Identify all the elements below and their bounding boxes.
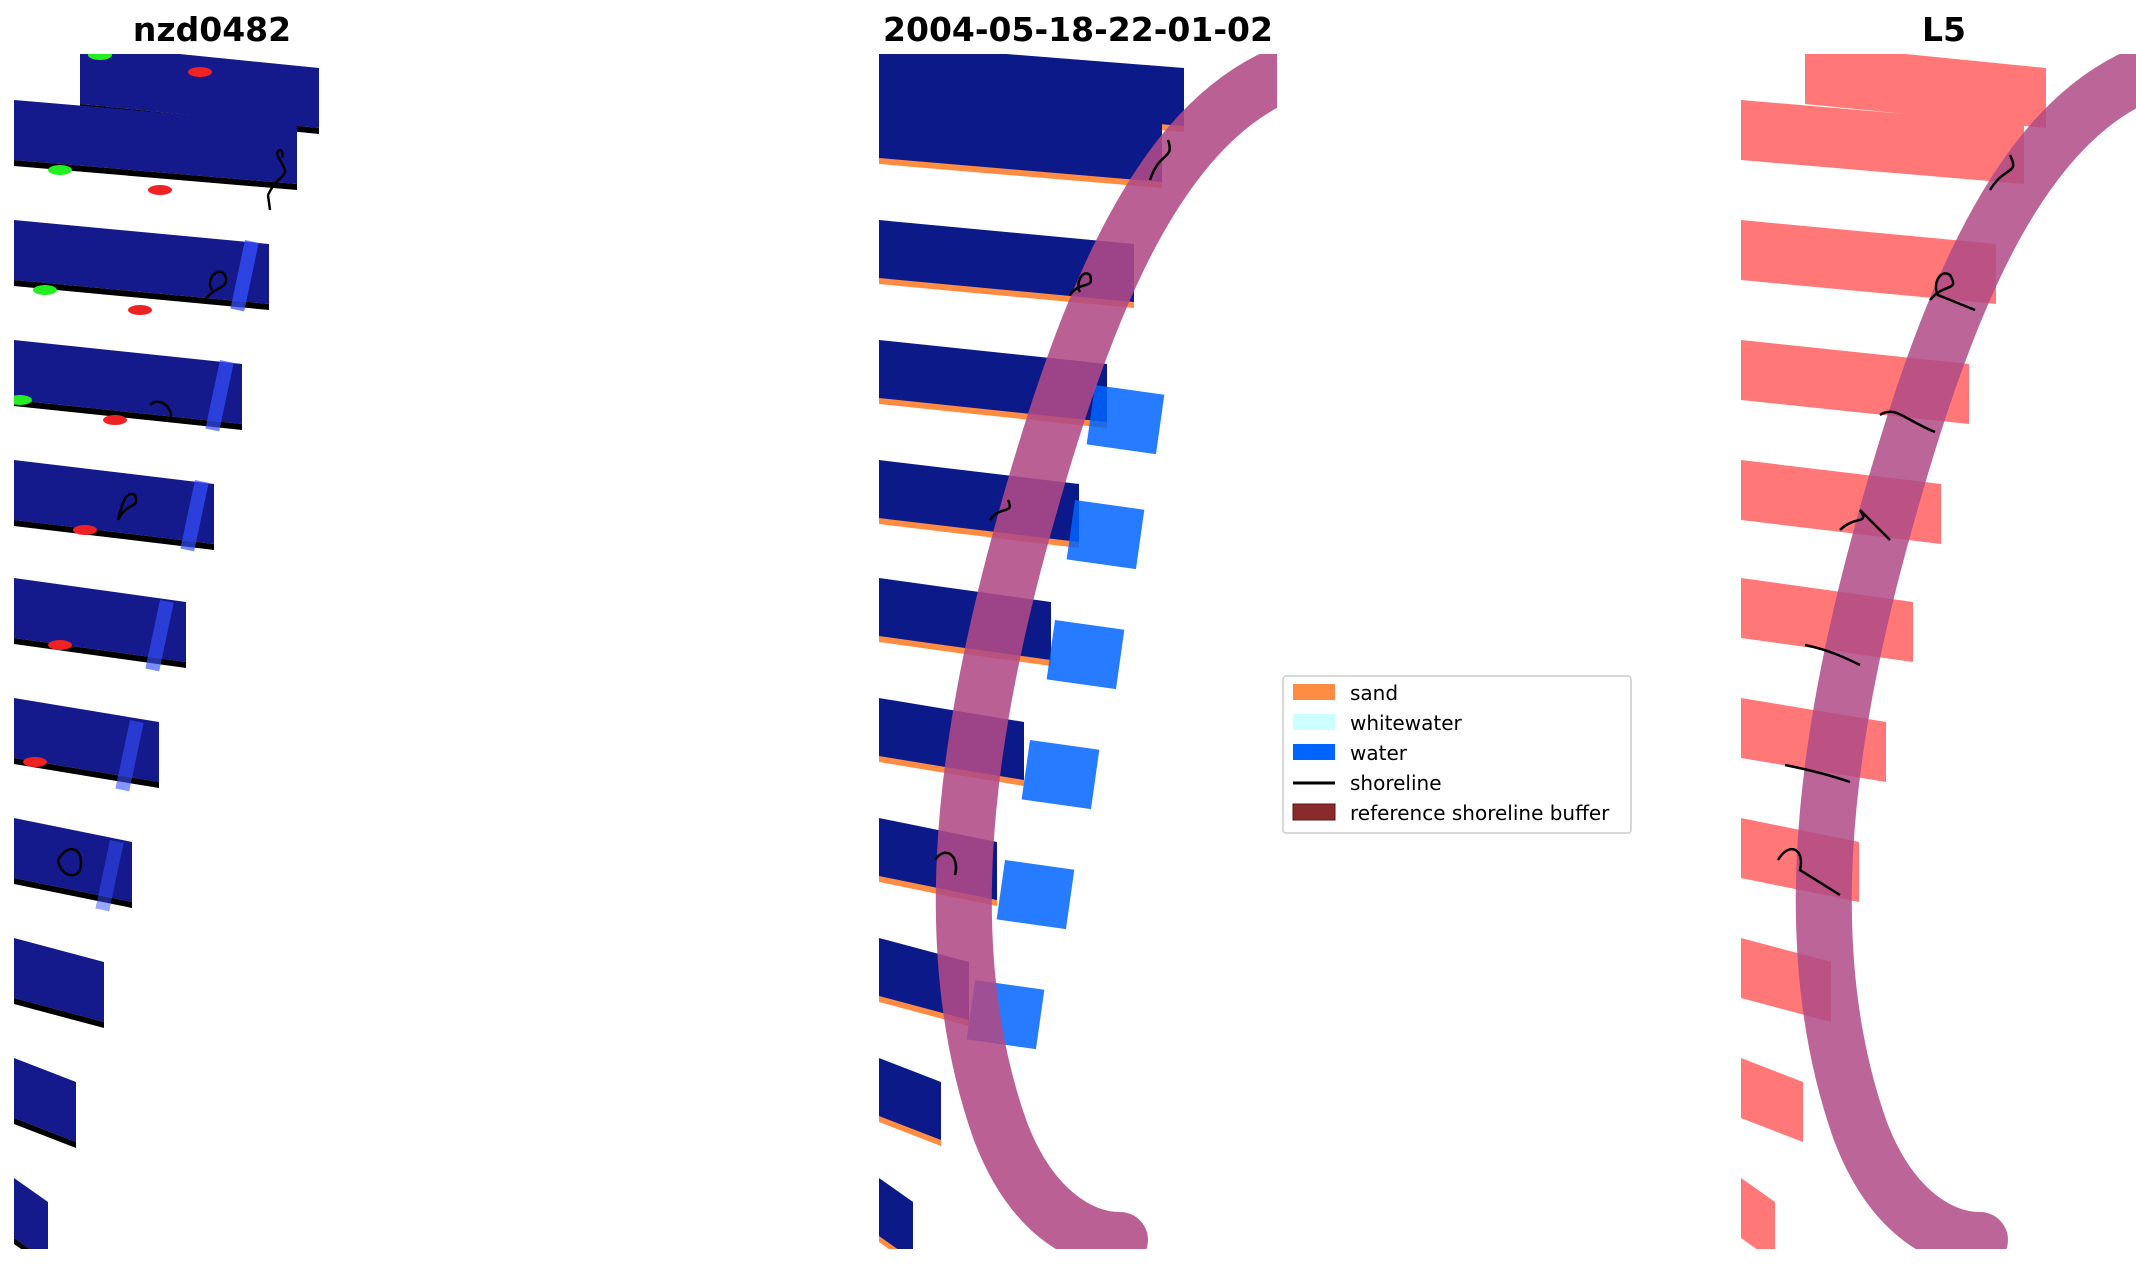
legend-label-shoreline: shoreline [1350, 771, 1442, 795]
rgb-band-edge [14, 280, 269, 310]
legend-box [1282, 675, 1632, 834]
color-spot [148, 185, 172, 195]
rgb-band-edge [14, 520, 214, 550]
sand-edge [879, 158, 1162, 188]
shoreline-contour [1839, 509, 1891, 541]
water-class-patch [1046, 620, 1125, 690]
legend-item-shoreline: shoreline [1293, 771, 1442, 795]
shoreline-contour [1784, 763, 1851, 784]
rgb-band [14, 100, 297, 184]
sand-edge [879, 1236, 898, 1249]
mask-band [1741, 220, 1996, 304]
color-spot [33, 285, 57, 295]
classified-band [879, 1178, 913, 1249]
sand-edge [879, 1116, 941, 1146]
water-streak [145, 600, 174, 672]
panel-title-date: 2004-05-18-22-01-02 [883, 10, 1273, 49]
rgb-band-edge [14, 400, 242, 430]
rgb-band-edge [14, 160, 297, 190]
mask-image-panel [1741, 54, 2136, 1249]
mask-band [1741, 1058, 1803, 1142]
shoreline-contour [1148, 139, 1171, 181]
rgb-band [14, 1178, 48, 1249]
rgb-band-edge [14, 998, 104, 1028]
classified-image-panel [879, 54, 1277, 1249]
color-spot [188, 67, 212, 77]
water-streak [115, 720, 144, 792]
color-spot [128, 305, 152, 315]
shoreline-contour [988, 499, 1011, 521]
shoreline-contour [266, 149, 287, 211]
shoreline-contour [1988, 154, 2015, 191]
color-spot [88, 54, 112, 60]
shoreline-contour [116, 492, 138, 521]
reference-shoreline-buffer [935, 54, 1277, 1249]
reference-shoreline-buffer [1795, 54, 2136, 1249]
legend-label-whitewater: whitewater [1350, 711, 1462, 735]
classified-band [879, 220, 1134, 304]
color-spot [48, 165, 72, 175]
legend: sand whitewater water shoreline referenc… [1282, 675, 1632, 834]
color-spot [23, 757, 47, 767]
water-class-patch [996, 860, 1075, 930]
shoreline-contour [933, 851, 958, 876]
rgb-band [14, 1058, 76, 1142]
legend-swatch-whitewater [1293, 714, 1335, 730]
color-spot [48, 640, 72, 650]
legend-label-buffer: reference shoreline buffer [1350, 801, 1610, 825]
water-class-patch [1021, 740, 1100, 810]
legend-label-sand: sand [1350, 681, 1398, 705]
water-streak [180, 480, 209, 552]
legend-item-sand: sand [1293, 681, 1398, 705]
color-spot [73, 525, 97, 535]
shoreline-contour [1929, 272, 1976, 312]
mask-band [1741, 100, 2024, 184]
color-spot [14, 395, 32, 405]
rgb-band [14, 938, 104, 1022]
shoreline-contour [1804, 643, 1861, 667]
legend-item-buffer: reference shoreline buffer [1292, 801, 1610, 825]
rgb-image-panel [14, 54, 319, 1249]
shoreline-contour [203, 270, 228, 301]
legend-swatch-water [1293, 744, 1335, 760]
shoreline-contour [149, 400, 173, 421]
legend-label-water: water [1350, 741, 1408, 765]
legend-item-whitewater: whitewater [1293, 711, 1462, 735]
shoreline-contour [56, 847, 83, 877]
mask-band [1805, 54, 2046, 128]
legend-swatch-buffer [1292, 803, 1336, 821]
legend-swatch-sand [1293, 684, 1335, 700]
rgb-band-edge [14, 1238, 30, 1249]
classified-band [879, 100, 1162, 184]
rgb-band [14, 340, 242, 424]
panel-title-satellite: L5 [1922, 10, 1966, 49]
legend-item-water: water [1293, 741, 1408, 765]
rgb-band-edge [14, 1118, 76, 1148]
classified-band [879, 1058, 941, 1142]
panel-title-image: nzd0482 [133, 10, 291, 49]
shoreline-contour [1776, 847, 1841, 897]
rgb-band [14, 460, 214, 544]
shoreline-contour [1068, 272, 1093, 296]
water-class-patch [1066, 499, 1145, 570]
color-spot [103, 415, 127, 425]
shoreline-contour [1879, 410, 1936, 434]
water-streak [230, 240, 259, 312]
rgb-band [80, 54, 319, 128]
mask-band [1741, 1178, 1775, 1249]
water-streak [205, 360, 234, 432]
water-streak [95, 840, 124, 912]
water-class-patch [1086, 384, 1165, 455]
rgb-band [14, 220, 269, 304]
